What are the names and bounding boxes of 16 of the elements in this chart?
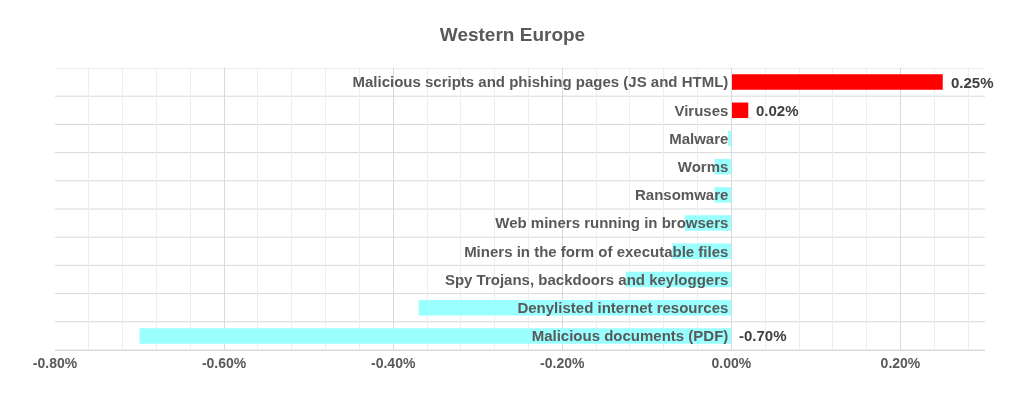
x-tick-label: 0.20% <box>880 354 921 371</box>
y-tick-label: Malware <box>669 129 729 147</box>
data-label: -0.70% <box>739 327 787 344</box>
data-label: 0.25% <box>951 74 994 91</box>
x-tick-label: -0.20% <box>540 354 585 371</box>
x-tick-label: -0.60% <box>201 354 247 371</box>
bar <box>731 74 943 90</box>
data-label: 0.02% <box>756 102 799 119</box>
x-tick-label: 0.00% <box>711 354 752 371</box>
x-tick-label: -0.40% <box>371 354 416 371</box>
chart-title: Western Europe <box>439 24 586 46</box>
y-tick-label: Malicious documents (PDF) <box>531 327 729 345</box>
x-tick-label: -0.80% <box>32 354 78 371</box>
y-tick-label: Malicious scripts and phishing pages (JS and HTML) <box>352 73 729 91</box>
y-tick-label: Viruses <box>674 101 729 119</box>
y-tick-label: Denylisted internet resources <box>517 298 729 316</box>
